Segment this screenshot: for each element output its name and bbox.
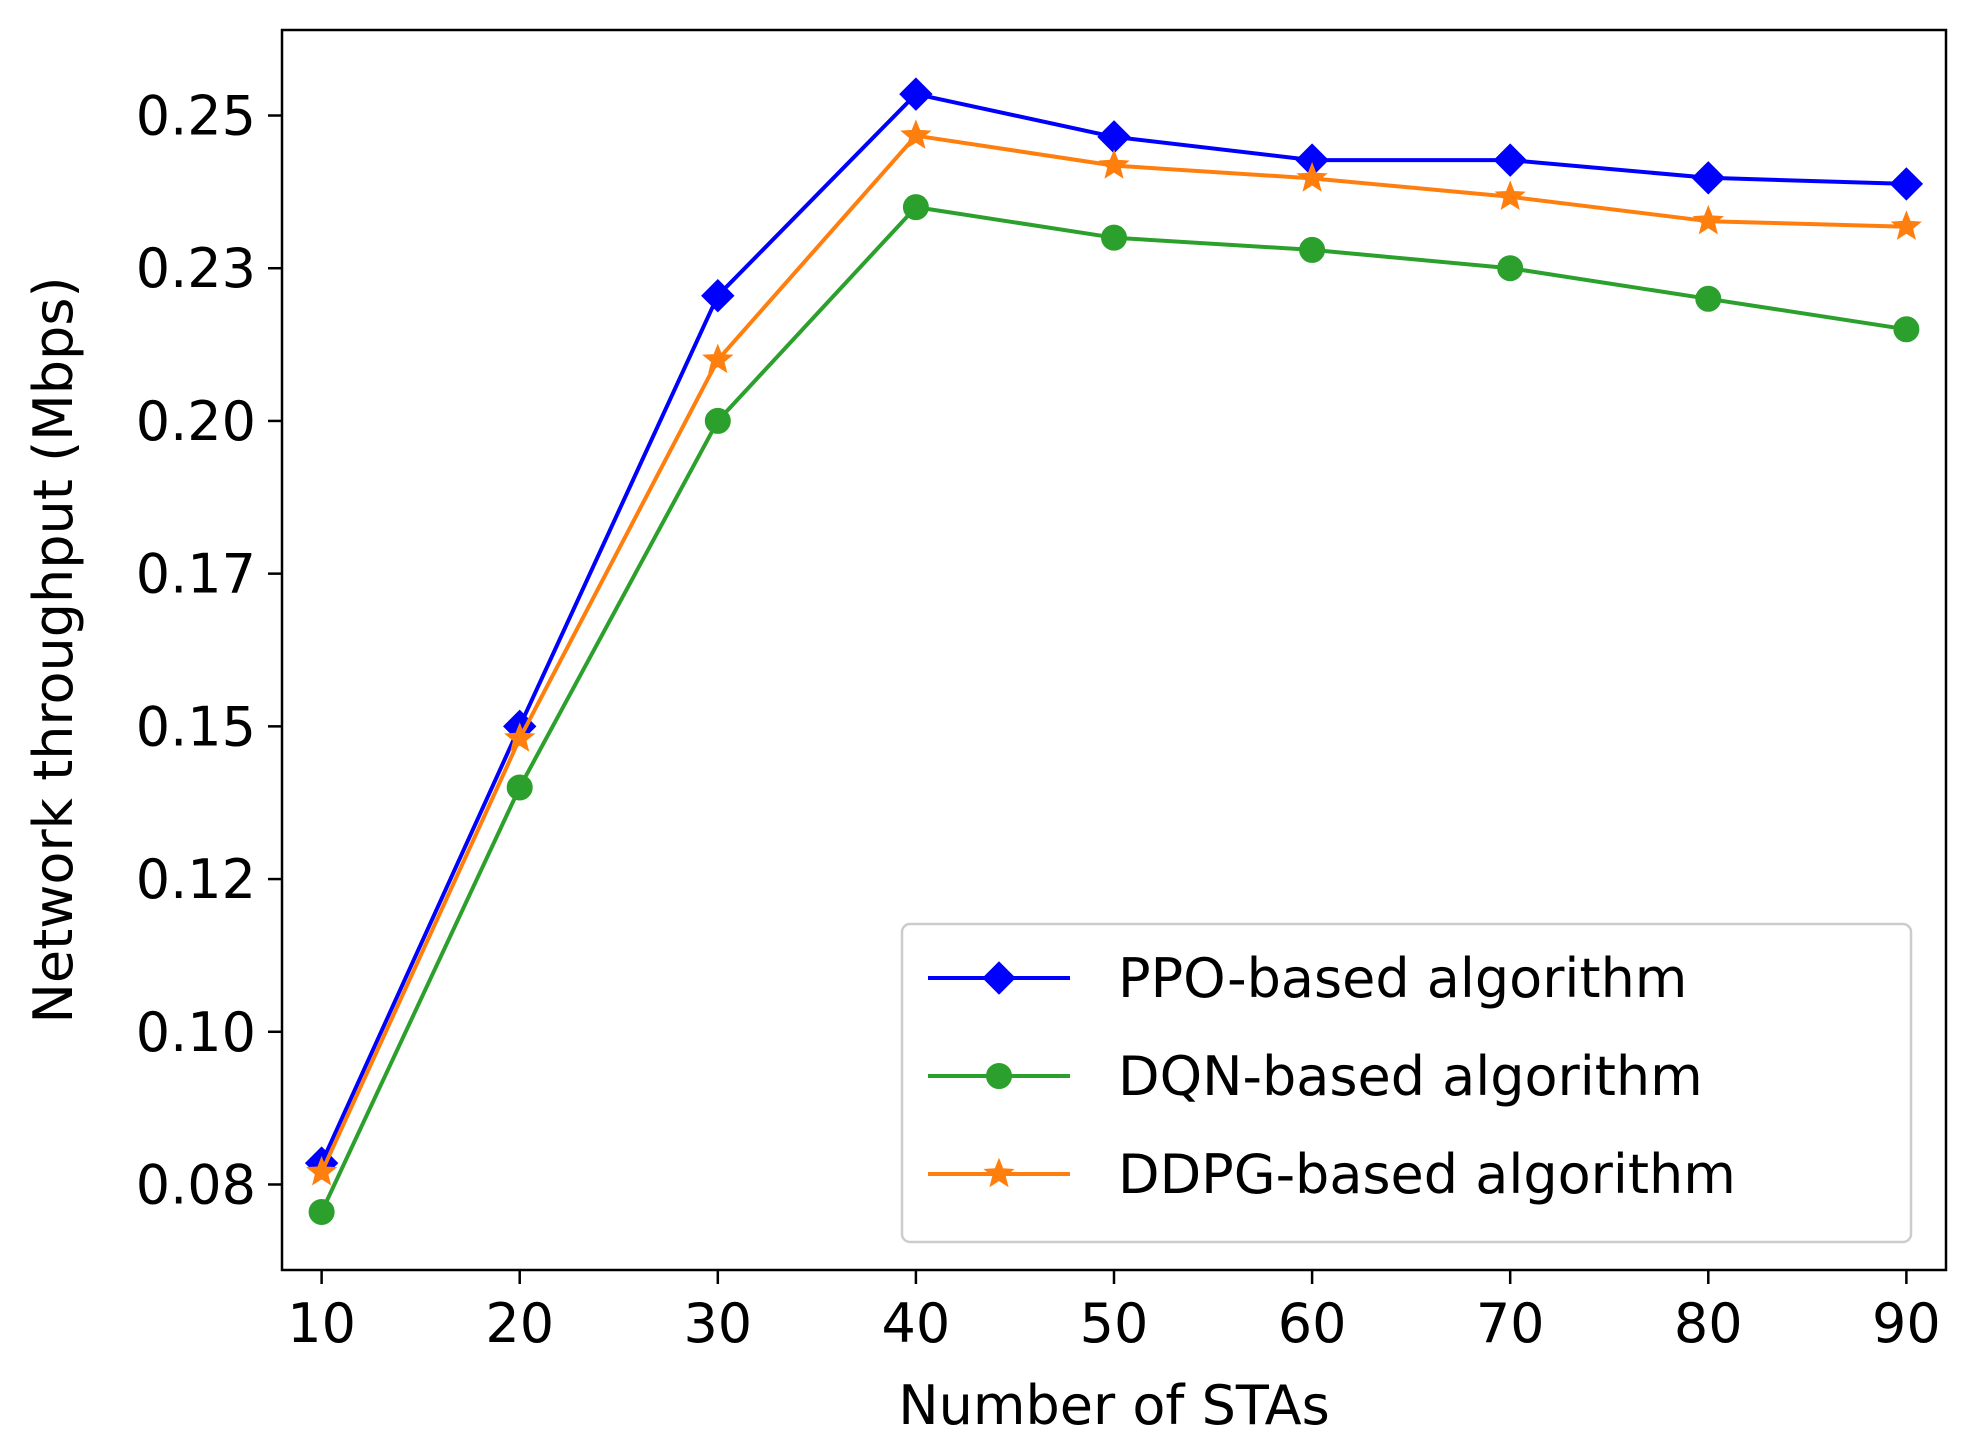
x-tick-label: 30 (683, 1292, 752, 1355)
y-tick-label: 0.23 (136, 237, 256, 300)
data-point-dqn (902, 194, 929, 221)
data-point-dqn (1893, 316, 1920, 343)
x-tick-label: 70 (1476, 1292, 1545, 1355)
legend-marker-ddpg (983, 1157, 1015, 1188)
data-point-ddpg (1098, 149, 1130, 179)
data-point-ppo (1889, 167, 1924, 201)
data-point-ddpg (1692, 204, 1724, 235)
y-tick-label: 0.08 (136, 1153, 256, 1216)
data-point-dqn (1299, 236, 1326, 263)
y-tick-label: 0.25 (136, 85, 256, 148)
series-ddpg (306, 119, 1922, 1186)
legend-label-dqn: DQN-based algorithm (1118, 1045, 1703, 1108)
y-axis: 0.08 0.10 0.12 0.15 0.17 0.20 0.23 0.25 (136, 85, 282, 1216)
data-point-ppo (1493, 143, 1527, 177)
legend: PPO-based algorithm DQN-based algorithm DD… (900, 922, 1913, 1244)
series-dqn (308, 194, 1920, 1225)
legend-label-ddpg: DDPG-based algorithm (1118, 1143, 1736, 1206)
legend-box (900, 922, 1913, 1244)
y-tick-label: 0.20 (136, 390, 256, 453)
legend-marker-dqn (986, 1063, 1012, 1089)
legend-label-ppo: PPO-based algorithm (1118, 947, 1687, 1010)
data-point-dqn (308, 1198, 335, 1225)
data-point-ppo (1097, 120, 1131, 154)
x-tick-label: 10 (287, 1292, 356, 1355)
data-point-dqn (1695, 285, 1722, 312)
plot-layer (304, 77, 1924, 1225)
data-point-ddpg (504, 722, 536, 752)
y-tick-label: 0.12 (136, 848, 256, 911)
data-point-ppo (701, 279, 735, 313)
x-tick-label: 90 (1872, 1292, 1941, 1355)
y-axis-title: Network throughput (Mbps) (22, 276, 85, 1023)
x-tick-label: 50 (1080, 1292, 1149, 1355)
data-point-ddpg (702, 343, 734, 374)
data-point-ddpg (1890, 210, 1922, 240)
x-axis: 10 20 30 40 50 60 70 80 90 (287, 1270, 1941, 1355)
x-tick-label: 60 (1278, 1292, 1347, 1355)
y-tick-label: 0.17 (136, 543, 256, 606)
x-tick-label: 20 (485, 1292, 554, 1355)
x-tick-label: 80 (1674, 1292, 1743, 1355)
x-tick-label: 40 (882, 1292, 951, 1355)
data-point-dqn (506, 774, 533, 801)
legend-marker-ppo (982, 961, 1016, 995)
data-point-ddpg (1494, 180, 1526, 211)
data-point-ddpg (1296, 162, 1328, 192)
data-point-dqn (1497, 255, 1524, 282)
data-point-ppo (1691, 161, 1725, 195)
data-point-ppo (899, 77, 933, 111)
data-point-ddpg (900, 119, 932, 149)
data-point-ddpg (306, 1155, 338, 1186)
data-point-dqn (704, 407, 731, 434)
data-point-dqn (1101, 224, 1127, 251)
y-tick-label: 0.10 (136, 1001, 256, 1064)
y-tick-label: 0.15 (136, 695, 256, 758)
x-axis-title: Number of STAs (898, 1374, 1329, 1437)
